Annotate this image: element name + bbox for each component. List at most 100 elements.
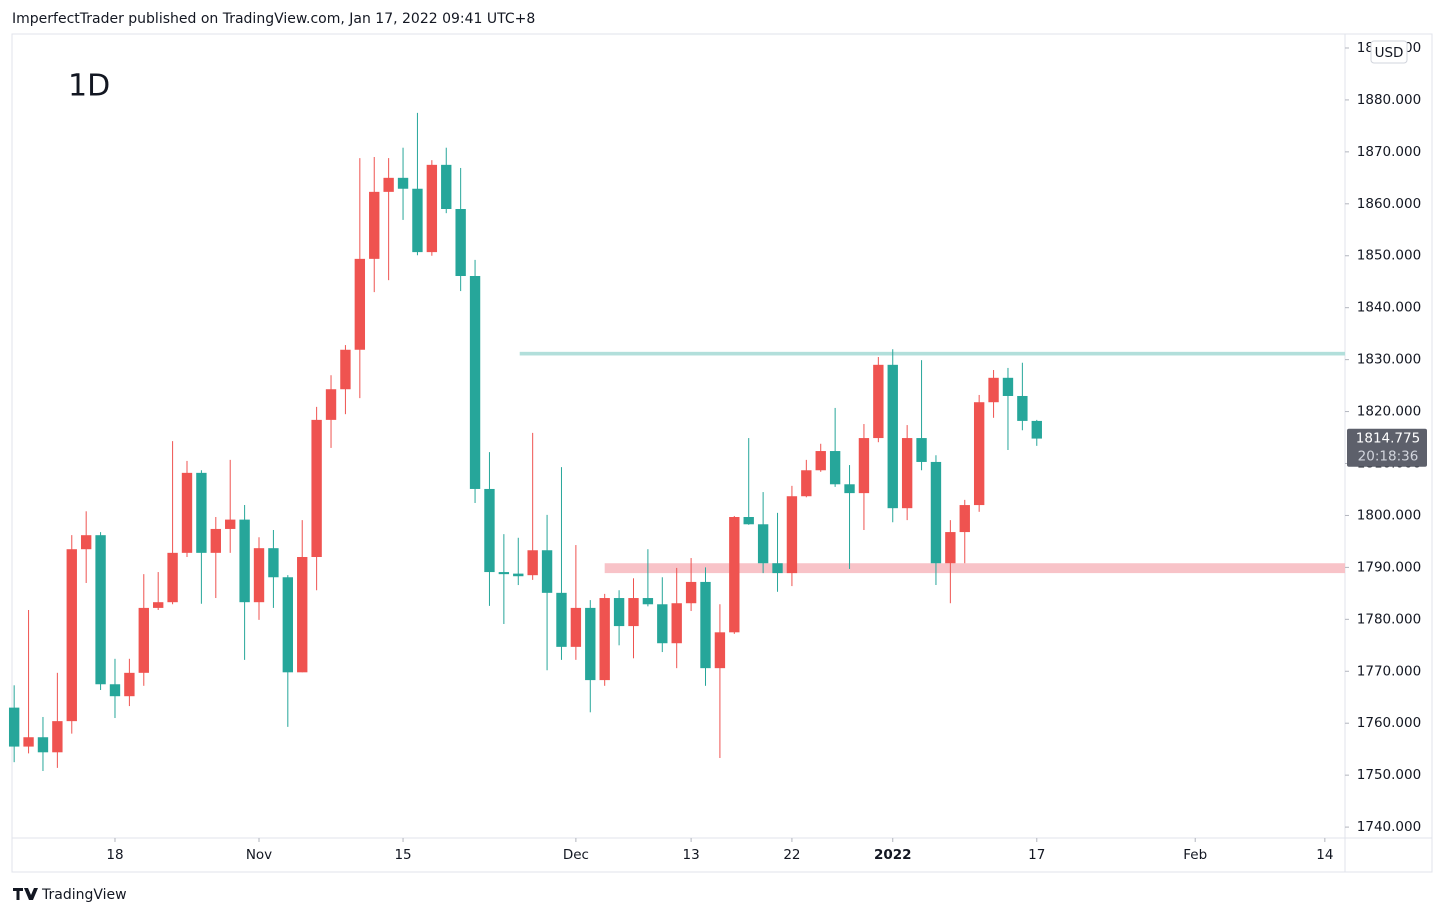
axes: 1740.000 1750.000 1760.000 1770.000 1780.000… — [106, 40, 1427, 863]
candle-body — [988, 377, 999, 403]
y-tick-label: 1770.000 — [1357, 663, 1421, 679]
interval-label: 1D — [68, 69, 110, 104]
candle-body — [109, 684, 121, 697]
candle-body — [225, 519, 236, 529]
candle-body — [37, 737, 49, 753]
candle-body — [210, 528, 221, 553]
candle-body — [124, 672, 135, 697]
candle-body — [685, 581, 697, 604]
plot — [8, 112, 1345, 771]
candle-body — [369, 191, 380, 259]
candle-body — [829, 451, 841, 485]
candle-body — [844, 484, 855, 494]
candle-body — [671, 603, 682, 644]
candle-body — [945, 532, 956, 564]
candle-body — [916, 438, 927, 462]
candle-body — [52, 721, 63, 753]
candle-body — [959, 505, 970, 533]
candle-body — [743, 517, 754, 525]
x-tick-label: Nov — [246, 847, 272, 863]
candle-body — [196, 472, 207, 553]
y-tick-label: 1740.000 — [1357, 819, 1421, 835]
candle-body — [153, 602, 164, 608]
candle-body — [167, 552, 178, 603]
x-tick-label: Feb — [1183, 847, 1207, 863]
candle-body — [642, 598, 654, 605]
candle-body — [412, 188, 423, 253]
candle-body — [80, 535, 92, 550]
candle-body — [700, 581, 711, 669]
y-tick-label: 1750.000 — [1357, 767, 1421, 783]
candle-body — [570, 607, 582, 647]
y-tick-label: 1820.000 — [1357, 404, 1421, 420]
candle-body — [383, 177, 394, 192]
zone — [519, 351, 1345, 356]
chart-frame — [11, 33, 1433, 873]
candle-body — [585, 607, 596, 681]
candle-body — [441, 164, 452, 210]
candle-body — [138, 607, 149, 673]
candle-body — [757, 524, 769, 564]
x-tick-label: 17 — [1028, 847, 1045, 863]
candle-body — [325, 389, 337, 420]
candle-body — [354, 258, 366, 350]
y-tick-label: 1830.000 — [1357, 352, 1421, 368]
x-tick-label: 22 — [783, 847, 800, 863]
candle-body — [657, 604, 668, 644]
y-tick-label: 1880.000 — [1357, 92, 1421, 108]
candle-body — [556, 592, 567, 647]
candle-body — [498, 572, 510, 575]
candle-body — [729, 517, 740, 633]
candle-body — [613, 598, 625, 627]
x-tick-label: Dec — [563, 847, 589, 863]
candle-body — [801, 470, 812, 497]
candle-body — [66, 549, 77, 722]
candle-body — [887, 364, 898, 509]
x-tick-label: 18 — [106, 847, 123, 863]
candle-body — [8, 707, 20, 747]
candle-body — [311, 419, 322, 558]
logo — [13, 888, 38, 900]
candle-body — [858, 438, 870, 494]
candle-body — [628, 598, 639, 627]
countdown-label: 20:18:36 — [1358, 449, 1419, 465]
candle-body — [253, 548, 265, 603]
candle-body — [181, 472, 193, 553]
candle-body — [541, 550, 553, 593]
candle-body — [513, 573, 524, 577]
candle-body — [1002, 377, 1014, 396]
candle-body — [714, 632, 726, 669]
candle-body — [340, 349, 351, 390]
candle-body — [772, 563, 783, 574]
candle-body — [815, 451, 826, 471]
x-tick-label: 13 — [683, 847, 700, 863]
candle-body — [426, 164, 438, 253]
y-tick-label: 1850.000 — [1357, 248, 1421, 264]
y-tick-label: 1780.000 — [1357, 611, 1421, 627]
y-tick-label: 1840.000 — [1357, 300, 1421, 316]
candle-body — [455, 209, 466, 277]
currency-label: USD — [1375, 45, 1404, 61]
x-tick-label: 15 — [394, 847, 411, 863]
y-tick-label: 1760.000 — [1357, 715, 1421, 731]
candle-body — [1017, 395, 1028, 421]
candle-body — [282, 577, 294, 673]
candle-body — [973, 402, 985, 506]
y-tick-label: 1800.000 — [1357, 507, 1421, 523]
candle-body — [297, 557, 308, 673]
y-tick-label: 1870.000 — [1357, 144, 1421, 160]
last-price-box — [1347, 428, 1427, 467]
candle-body — [901, 438, 913, 509]
x-tick-label: 2022 — [874, 847, 912, 863]
candle-body — [599, 598, 610, 681]
x-tick-label: 14 — [1316, 847, 1333, 863]
candle-body — [239, 519, 250, 603]
header-text: ImperfectTrader published on TradingView… — [12, 11, 535, 27]
currency-box — [1370, 40, 1408, 64]
zone — [604, 563, 1345, 574]
candle-body — [873, 364, 884, 439]
candle-body — [469, 276, 481, 489]
candle-body — [786, 496, 798, 574]
footer-text: TradingView — [41, 887, 127, 903]
